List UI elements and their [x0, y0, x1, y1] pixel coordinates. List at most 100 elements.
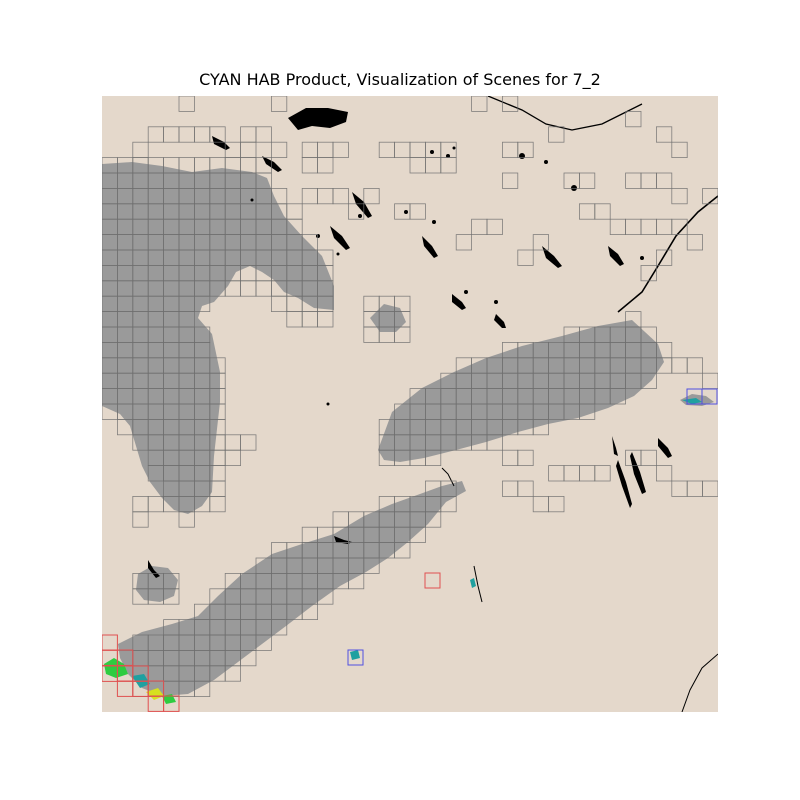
scene-tile	[578, 403, 596, 420]
scene-tile	[270, 96, 288, 112]
scene-tile	[532, 418, 550, 436]
scene-tile	[224, 141, 241, 159]
land-feature	[326, 402, 330, 406]
scene-tile	[501, 96, 519, 112]
land-feature	[519, 153, 525, 159]
land-feature	[464, 290, 468, 294]
bloom-detection	[470, 578, 476, 588]
tile-highlights	[102, 388, 718, 712]
scene-tile-red	[424, 572, 441, 589]
scene-tile	[486, 218, 503, 235]
scene-tile	[609, 388, 627, 405]
scene-tile	[209, 495, 226, 513]
scene-tile	[640, 372, 657, 390]
lake-ontario	[378, 320, 664, 462]
scene-tile	[224, 665, 241, 682]
scene-tile	[686, 234, 704, 251]
lake-feature	[452, 294, 466, 310]
bloom-detection	[350, 650, 360, 660]
lake-feature	[494, 314, 506, 328]
scene-tile	[640, 264, 657, 282]
land-feature	[432, 220, 436, 224]
scene-tile	[332, 188, 349, 205]
scene-tile	[671, 218, 688, 235]
scene-tile	[224, 449, 241, 467]
scene-tile-red	[116, 649, 134, 666]
land-feature	[494, 300, 498, 304]
scene-tile	[486, 434, 503, 451]
scene-tile	[132, 141, 149, 159]
land-feature	[250, 198, 254, 202]
scene-tile	[240, 434, 257, 451]
scene-map	[102, 96, 718, 712]
scene-tile	[409, 526, 426, 544]
scene-tile	[455, 234, 473, 251]
lake-feature	[422, 236, 438, 258]
scene-tile	[255, 126, 272, 143]
scene-tile	[424, 511, 442, 528]
scene-tile	[240, 650, 257, 667]
scene-tile	[394, 542, 411, 559]
scene-tile	[255, 634, 272, 651]
scene-tile	[178, 96, 195, 112]
scene-tile	[317, 157, 334, 174]
scene-tile	[178, 511, 195, 528]
scene-tile	[517, 141, 534, 159]
scene-tile	[440, 495, 457, 513]
lake-feature	[608, 246, 624, 266]
scene-grid	[102, 96, 718, 698]
scene-tile	[440, 157, 457, 174]
bloom-detection	[104, 658, 128, 678]
map-title: CYAN HAB Product, Visualization of Scene…	[199, 70, 601, 89]
land-feature	[452, 146, 456, 150]
scene-tile	[409, 203, 426, 220]
land-feature	[358, 214, 362, 218]
scene-tile	[578, 172, 596, 189]
scene-tile	[471, 96, 488, 112]
scene-tile	[194, 680, 211, 698]
scene-tile-red	[163, 695, 180, 712]
lake-feature	[658, 438, 672, 458]
scene-tile	[656, 172, 673, 189]
scene-tile-blue	[347, 649, 364, 666]
scene-tile	[163, 495, 180, 513]
scene-tile	[347, 203, 365, 220]
scene-tile	[517, 449, 534, 467]
land-feature	[446, 154, 450, 158]
bloom-detections	[104, 398, 702, 704]
land-feature	[336, 252, 340, 256]
scene-tile	[332, 141, 349, 159]
river-line	[487, 96, 643, 131]
river-line	[681, 653, 718, 712]
scene-tile	[317, 311, 334, 328]
scene-tile	[548, 495, 565, 513]
scene-tile	[270, 141, 288, 159]
scene-tile	[548, 126, 565, 143]
scene-tile	[656, 249, 673, 266]
scene-tile	[517, 249, 534, 266]
river-line	[473, 565, 483, 603]
scene-tile	[517, 480, 534, 497]
scene-tile	[424, 449, 442, 467]
scene-tile	[671, 141, 688, 159]
scene-tile	[286, 203, 303, 220]
lake-feature	[612, 436, 618, 456]
scene-tile	[625, 110, 642, 128]
scene-tile	[640, 449, 657, 467]
scene-tile	[194, 295, 211, 312]
land-feature	[640, 256, 644, 260]
land-feature	[544, 160, 548, 164]
scene-tile	[656, 465, 673, 482]
lake-feature	[330, 226, 350, 250]
scene-tile	[347, 572, 365, 590]
scene-tile	[301, 603, 318, 621]
land-feature	[404, 210, 408, 214]
lake-st-clair	[136, 566, 178, 602]
scene-tile	[270, 619, 288, 636]
scene-tile	[594, 465, 611, 482]
scene-tile	[671, 188, 688, 205]
lake-feature	[262, 156, 282, 172]
lake-nipissing	[288, 108, 348, 130]
scene-tile	[532, 234, 550, 251]
lake-feature	[334, 536, 352, 544]
